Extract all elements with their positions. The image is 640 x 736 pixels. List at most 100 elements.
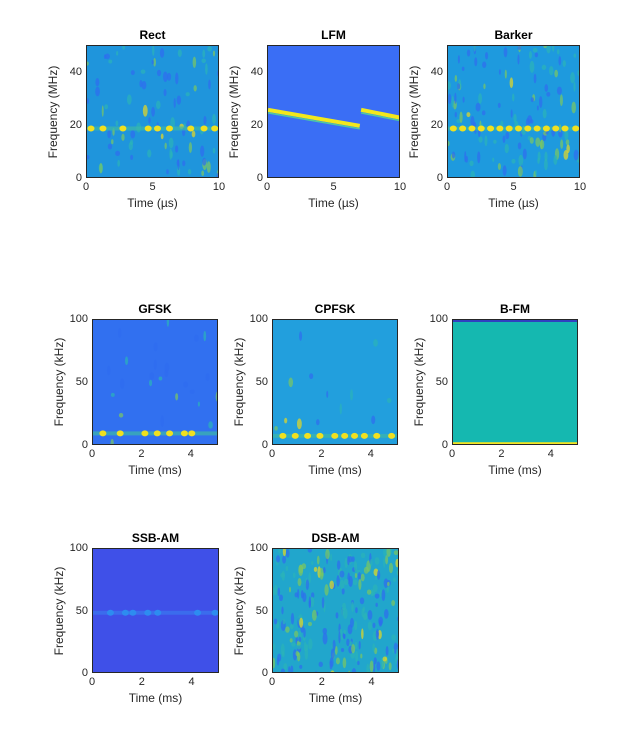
noise-speckle [315, 671, 318, 672]
noise-speckle [360, 573, 365, 582]
y-axis-label: Frequency (MHz) [227, 65, 241, 158]
noise-speckle [289, 638, 293, 643]
tone-burst [487, 125, 495, 132]
tone-burst [459, 125, 467, 132]
noise-speckle [278, 549, 282, 554]
noise-speckle [457, 54, 460, 64]
noise-speckle [363, 566, 369, 574]
noise-speckle [378, 616, 384, 626]
x-tick-label: 0 [82, 181, 90, 193]
noise-speckle [330, 553, 333, 562]
subplot-title: B-FM [500, 302, 530, 316]
noise-speckle [342, 657, 347, 669]
tone-burst [477, 125, 485, 132]
noise-speckle [383, 578, 389, 589]
noise-speckle [525, 118, 530, 127]
noise-speckle [299, 331, 303, 341]
noise-speckle [206, 161, 211, 173]
y-tick-label: 0 [81, 667, 88, 679]
noise-speckle [101, 105, 104, 117]
noise-speckle [310, 592, 315, 599]
noise-speckle [459, 111, 463, 124]
noise-speckle [103, 54, 107, 60]
noise-speckle [375, 602, 378, 607]
noise-speckle [299, 617, 304, 628]
noise-speckle [577, 70, 579, 76]
noise-speckle [153, 359, 157, 370]
noise-speckle [549, 65, 554, 76]
noise-speckle [474, 57, 478, 67]
x-tick-label: 0 [268, 448, 276, 460]
noise-speckle [326, 390, 329, 398]
noise-speckle [302, 636, 306, 641]
noise-speckle [393, 550, 398, 556]
noise-speckle [305, 579, 309, 591]
noise-speckle [386, 549, 391, 557]
tone-burst [279, 432, 287, 439]
chirp-edge [268, 112, 360, 130]
noise-speckle [350, 617, 354, 628]
chirp-edge [360, 112, 399, 122]
noise-speckle [473, 46, 476, 52]
noise-speckle [155, 100, 161, 110]
noise-speckle [205, 373, 210, 382]
tone-burst [211, 609, 218, 616]
x-axis-label: Time (ms) [488, 463, 542, 477]
noise-speckle [352, 579, 358, 586]
noise-speckle [303, 627, 306, 638]
noise-speckle [202, 49, 206, 59]
noise-speckle [212, 113, 216, 124]
noise-speckle [281, 606, 284, 615]
noise-speckle [329, 580, 335, 590]
noise-speckle [497, 163, 501, 171]
noise-speckle [142, 104, 148, 117]
noise-speckle [392, 648, 395, 654]
noise-speckle [511, 93, 515, 102]
noise-speckle [546, 91, 551, 97]
tone-burst [153, 430, 161, 437]
noise-speckle [280, 572, 285, 578]
noise-speckle [162, 71, 168, 83]
noise-speckle [217, 70, 218, 77]
subplot-barker: Barker Time (µs) Frequency (MHz) 0 5 10 0 20 4… [407, 28, 586, 210]
noise-speckle [116, 50, 119, 56]
top-edge [453, 320, 577, 322]
noise-speckle [382, 656, 388, 662]
noise-speckle [166, 72, 172, 81]
tone-burst [200, 125, 208, 132]
y-tick-label: 100 [249, 542, 268, 554]
x-tick-label: 5 [149, 181, 156, 193]
noise-speckle [477, 151, 481, 164]
noise-speckle [357, 572, 361, 581]
noise-speckle [176, 95, 182, 105]
noise-speckle [343, 578, 349, 586]
noise-speckle [454, 111, 457, 118]
noise-speckle [470, 170, 476, 177]
tone-burst [524, 125, 532, 132]
noise-speckle [538, 96, 543, 108]
noise-speckle [395, 558, 398, 568]
noise-speckle [122, 46, 126, 50]
noise-speckle [542, 108, 547, 119]
noise-speckle [311, 560, 314, 566]
noise-speckle [355, 607, 358, 614]
noise-speckle [385, 555, 389, 565]
noise-speckle [111, 139, 114, 145]
tone-burst [141, 430, 149, 437]
tone-burst [188, 430, 196, 437]
noise-speckle [533, 73, 537, 84]
noise-speckle [185, 92, 190, 97]
noise-speckle [348, 670, 351, 672]
noise-speckle [189, 389, 195, 395]
tone-burst [180, 430, 188, 437]
noise-speckle [558, 56, 562, 66]
noise-speckle [492, 157, 495, 162]
tone-burst [291, 432, 299, 439]
x-tick-label: 2 [138, 448, 145, 460]
spectrogram-area [452, 319, 578, 445]
y-tick-label: 40 [69, 65, 82, 78]
subplot-b-fm: B-FM Time (ms) Frequency (kHz) 0 2 4 0 50 100 [412, 302, 578, 477]
noise-speckle [303, 641, 307, 652]
noise-speckle [149, 379, 153, 387]
noise-speckle [517, 46, 522, 50]
